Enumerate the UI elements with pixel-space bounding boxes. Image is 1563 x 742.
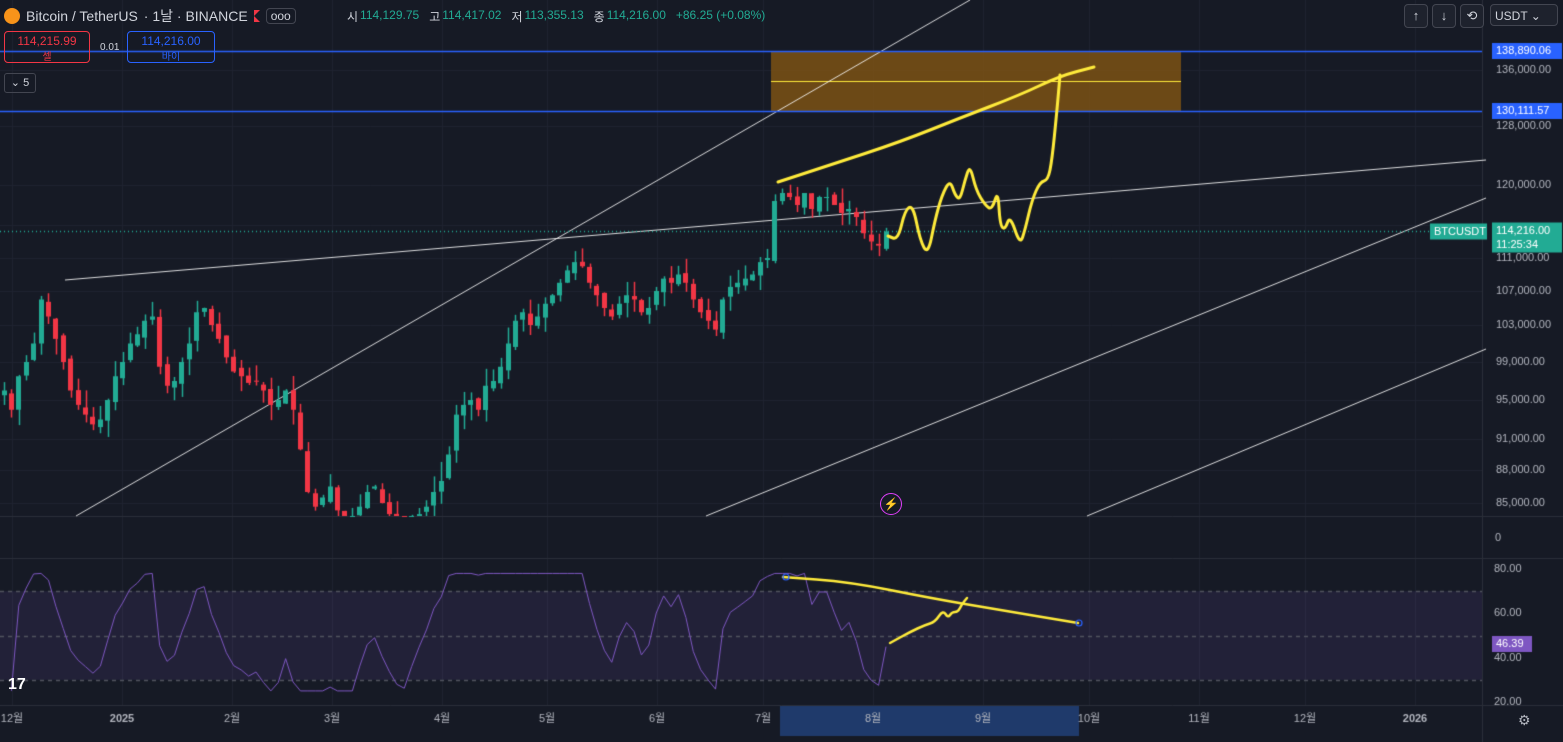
fit-screen-icon[interactable]: ⟲	[1460, 4, 1484, 28]
scroll-down-icon[interactable]: ↓	[1432, 4, 1456, 28]
low-label: 저	[511, 10, 523, 24]
sell-label: 셀	[42, 52, 52, 63]
buy-label: 바이	[161, 52, 181, 63]
scroll-up-icon[interactable]: ↑	[1404, 4, 1428, 28]
currency-value: USDT	[1495, 9, 1528, 23]
spread-value: 0.01	[100, 42, 120, 53]
high-value: 114,417.02	[442, 8, 502, 22]
indicators-toggle[interactable]: ⌄ 5	[4, 73, 36, 93]
indicators-count: 5	[23, 77, 30, 89]
bitcoin-icon	[4, 8, 20, 24]
low-value: 113,355.13	[524, 8, 584, 22]
open-value: 114,129.75	[360, 8, 420, 22]
symbol-header[interactable]: Bitcoin / TetherUS · 1날 · BINANCE ooo	[4, 6, 296, 26]
sell-button[interactable]: 114,215.99 셀	[4, 31, 90, 63]
buy-button[interactable]: 114,216.00 바이	[127, 31, 215, 63]
close-label: 종	[593, 10, 605, 24]
lightning-icon[interactable]: ⚡	[880, 493, 902, 515]
ohlc-legend: 시 114,129.75 고 114,417.02 저 113,355.13 종 114…	[347, 8, 773, 25]
tradingview-logo[interactable]: 17	[8, 676, 26, 693]
open-label: 시	[347, 10, 359, 24]
settings-icon[interactable]: ⚙	[1518, 712, 1531, 728]
buy-price: 114,216.00	[141, 34, 201, 48]
sell-price: 114,215.99	[17, 34, 77, 48]
close-value: 114,216.00	[606, 8, 666, 22]
symbol-name[interactable]: Bitcoin / TetherUS	[26, 8, 138, 24]
high-label: 고	[429, 10, 441, 24]
flag-icon[interactable]	[253, 10, 260, 22]
more-icon[interactable]: ooo	[265, 8, 296, 24]
change-value: +86.25 (+0.08%)	[675, 8, 766, 22]
interval-exchange[interactable]: · 1날 · BINANCE	[143, 8, 248, 24]
currency-select[interactable]: USDT ⌄	[1490, 4, 1558, 26]
